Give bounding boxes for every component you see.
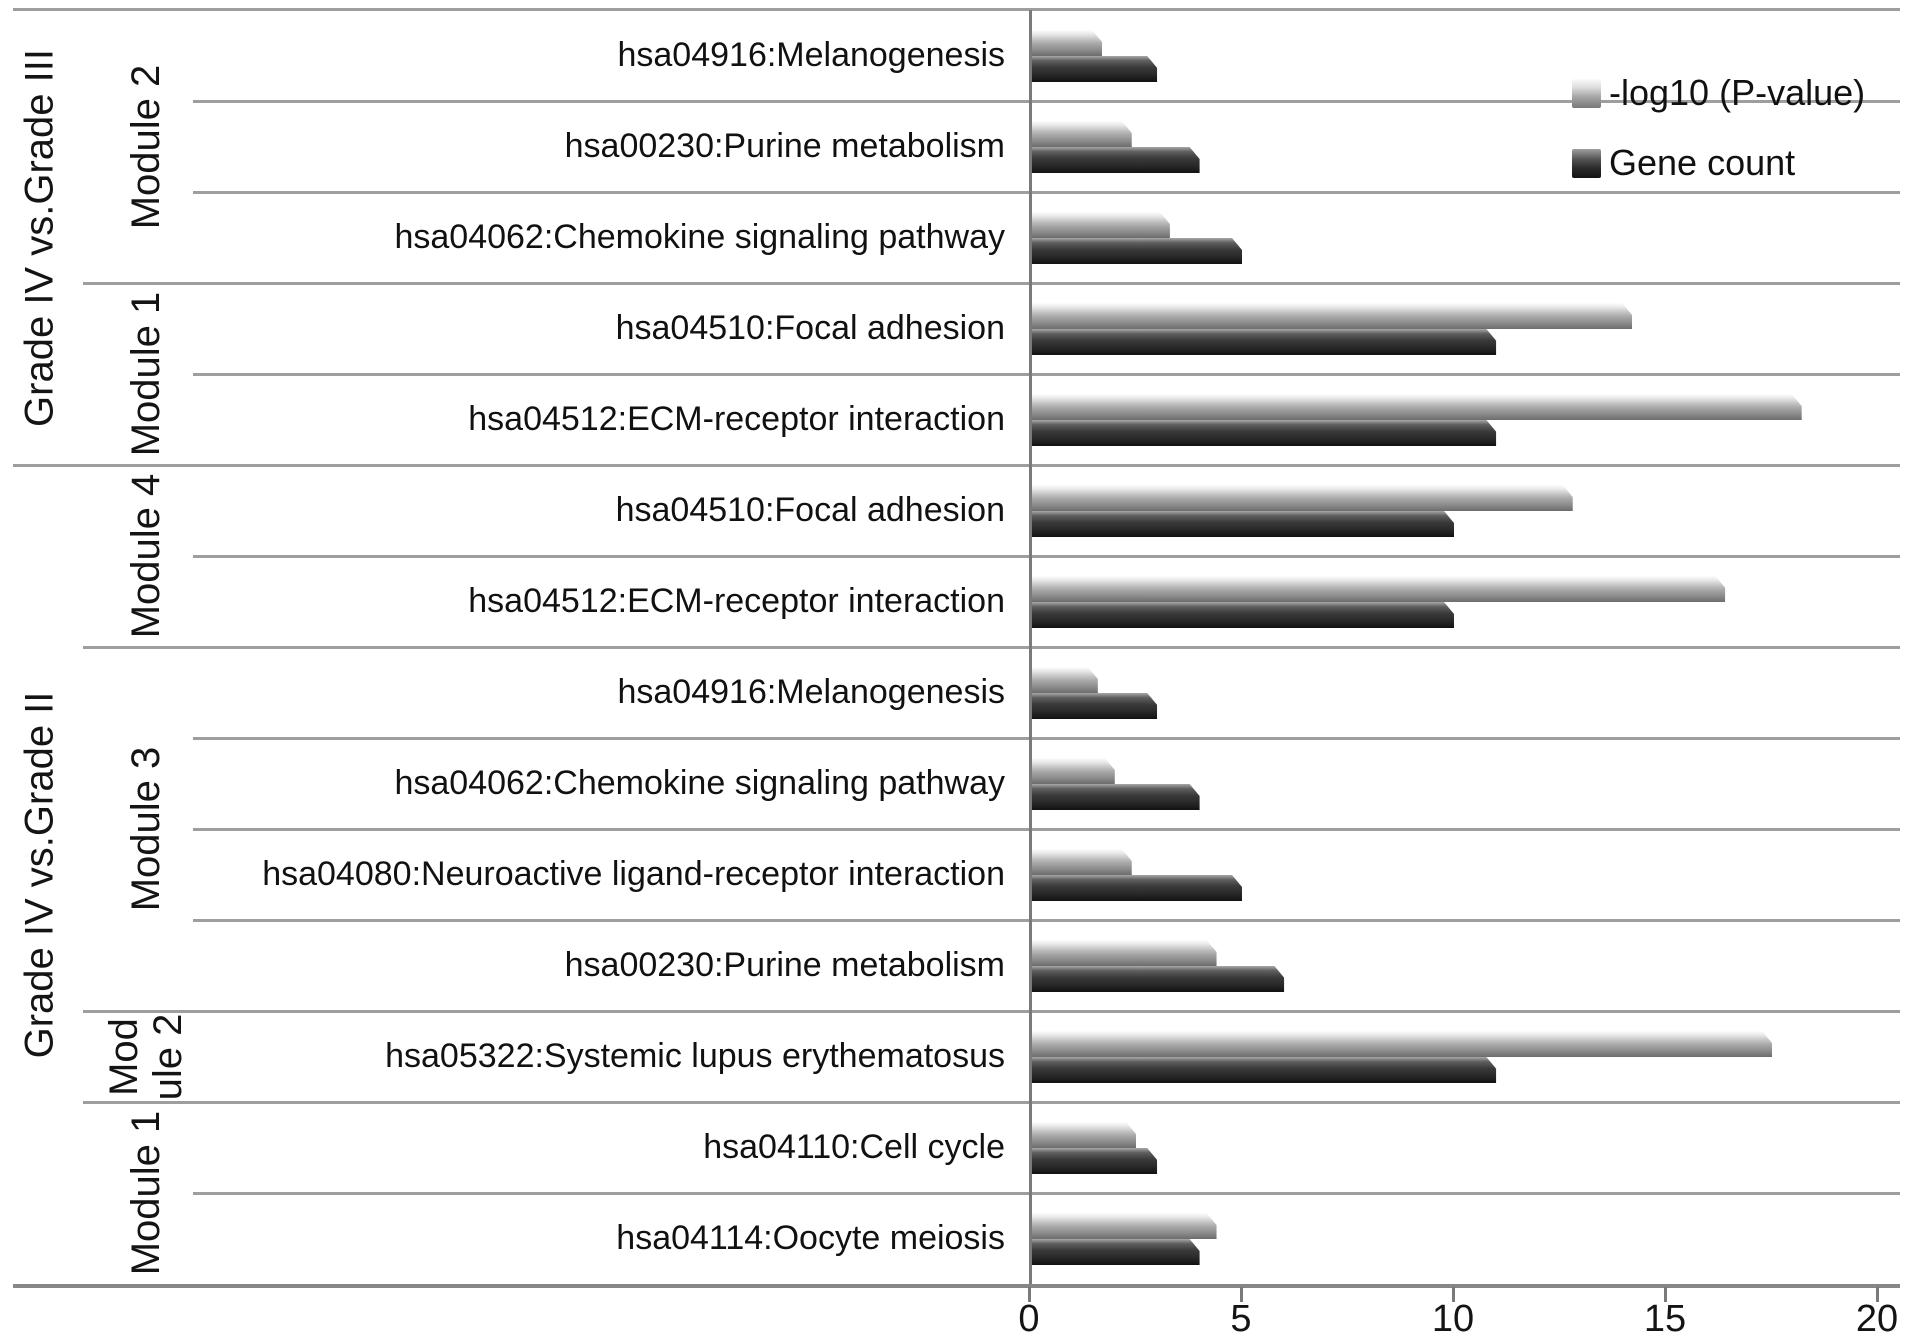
module-label: Module 1: [124, 1111, 168, 1276]
row-separator-line: [193, 373, 1900, 376]
pvalue-bar: [1030, 303, 1632, 329]
pvalue-bar: [1030, 576, 1725, 602]
pathway-label: hsa04916:Melanogenesis: [617, 36, 1005, 74]
module-label: Module 2: [124, 64, 168, 229]
pathway-label: hsa05322:Systemic lupus erythematosus: [385, 1037, 1005, 1075]
module-separator-line: [83, 282, 1900, 285]
x-axis-tick: [1028, 1287, 1031, 1302]
row-separator-line: [193, 828, 1900, 831]
pvalue-bar: [1030, 940, 1217, 966]
pvalue-bar: [1030, 1031, 1772, 1057]
module-separator-line: [83, 1101, 1900, 1104]
pathway-label: hsa04110:Cell cycle: [703, 1128, 1005, 1166]
module-label-line: Module 2: [124, 64, 168, 229]
x-axis-tick: [1452, 1287, 1455, 1302]
legend-color-swatch-log10p: [1572, 78, 1601, 108]
genecount-bar: [1030, 147, 1200, 173]
x-axis-tick: [1240, 1287, 1243, 1302]
legend-label: -log10 (P-value): [1609, 72, 1866, 113]
pvalue-bar: [1030, 1122, 1136, 1148]
row-separator-line: [193, 737, 1900, 740]
module-label-line: Module 3: [124, 746, 168, 912]
x-axis-line: [13, 1284, 1900, 1288]
pvalue-bar: [1030, 485, 1573, 511]
x-axis-tick-label: 0: [1018, 1298, 1040, 1340]
group-separator-line: [13, 464, 1900, 467]
grade-group-label: Grade IV vs.Grade II: [17, 691, 62, 1058]
pathway-label: hsa04062:Chemokine signaling pathway: [394, 764, 1005, 802]
pvalue-bar: [1030, 667, 1098, 693]
legend-color-swatch-gene_count: [1572, 148, 1601, 178]
genecount-bar: [1030, 602, 1454, 628]
row-separator-line: [193, 919, 1900, 922]
genecount-bar: [1030, 1057, 1496, 1083]
pathway-label: hsa04062:Chemokine signaling pathway: [394, 218, 1005, 256]
pvalue-bar: [1030, 1213, 1217, 1239]
pathway-label: hsa04510:Focal adhesion: [615, 309, 1005, 347]
genecount-bar: [1030, 1148, 1157, 1174]
genecount-bar: [1030, 966, 1284, 992]
pathway-label: hsa04114:Oocyte meiosis: [616, 1219, 1005, 1257]
module-label-line: Module 1: [124, 291, 168, 457]
genecount-bar: [1030, 238, 1242, 264]
x-axis-tick: [1664, 1287, 1667, 1302]
pvalue-bar: [1030, 121, 1132, 147]
module-label-line: Module 4: [124, 473, 168, 639]
genecount-bar: [1030, 1239, 1200, 1265]
pvalue-bar: [1030, 212, 1170, 238]
x-axis-tick-label: 10: [1431, 1298, 1475, 1340]
pathway-label: hsa04512:ECM-receptor interaction: [468, 400, 1005, 438]
module-separator-line: [83, 1010, 1900, 1013]
y-axis-line: [1029, 10, 1032, 1287]
pvalue-bar: [1030, 394, 1802, 420]
x-axis-tick-label: 15: [1643, 1298, 1687, 1340]
pvalue-bar: [1030, 849, 1132, 875]
genecount-bar: [1030, 784, 1200, 810]
pathway-label: hsa00230:Purine metabolism: [564, 127, 1005, 165]
module-label: Module 4: [124, 474, 168, 639]
module-label: Module 3: [124, 747, 168, 912]
grade-group-label: Grade IV vs.Grade III: [17, 48, 62, 427]
module-label: Module 1: [124, 292, 168, 457]
row-separator-line: [193, 555, 1900, 558]
module-label-line: Mod: [102, 1017, 146, 1096]
pathway-label: hsa04510:Focal adhesion: [615, 491, 1005, 529]
row-separator-line: [193, 1192, 1900, 1195]
chart-top-border: [13, 8, 1900, 11]
pathway-label: hsa04916:Melanogenesis: [617, 673, 1005, 711]
row-separator-line: [193, 191, 1900, 194]
pathway-label: hsa04512:ECM-receptor interaction: [468, 582, 1005, 620]
module-separator-line: [83, 646, 1900, 649]
pvalue-bar: [1030, 30, 1102, 56]
legend-label: Gene count: [1609, 142, 1796, 183]
x-axis-tick-label: 5: [1230, 1298, 1252, 1340]
row-separator-line: [193, 100, 1900, 103]
x-axis-tick: [1876, 1287, 1879, 1302]
genecount-bar: [1030, 420, 1496, 446]
x-axis-tick-label: 20: [1855, 1298, 1899, 1340]
genecount-bar: [1030, 693, 1157, 719]
pvalue-bar: [1030, 758, 1115, 784]
genecount-bar: [1030, 511, 1454, 537]
pathway-label: hsa04080:Neuroactive ligand-receptor int…: [262, 855, 1005, 893]
genecount-bar: [1030, 56, 1157, 82]
module-label-line: ule 2: [146, 1013, 190, 1100]
legend-entry-gene_count: Gene count: [1572, 142, 1795, 184]
genecount-bar: [1030, 875, 1242, 901]
legend-entry-log10p: -log10 (P-value): [1572, 72, 1865, 114]
pathway-label: hsa00230:Purine metabolism: [564, 946, 1005, 984]
module-label-line: Module 1: [124, 1110, 168, 1276]
genecount-bar: [1030, 329, 1496, 355]
